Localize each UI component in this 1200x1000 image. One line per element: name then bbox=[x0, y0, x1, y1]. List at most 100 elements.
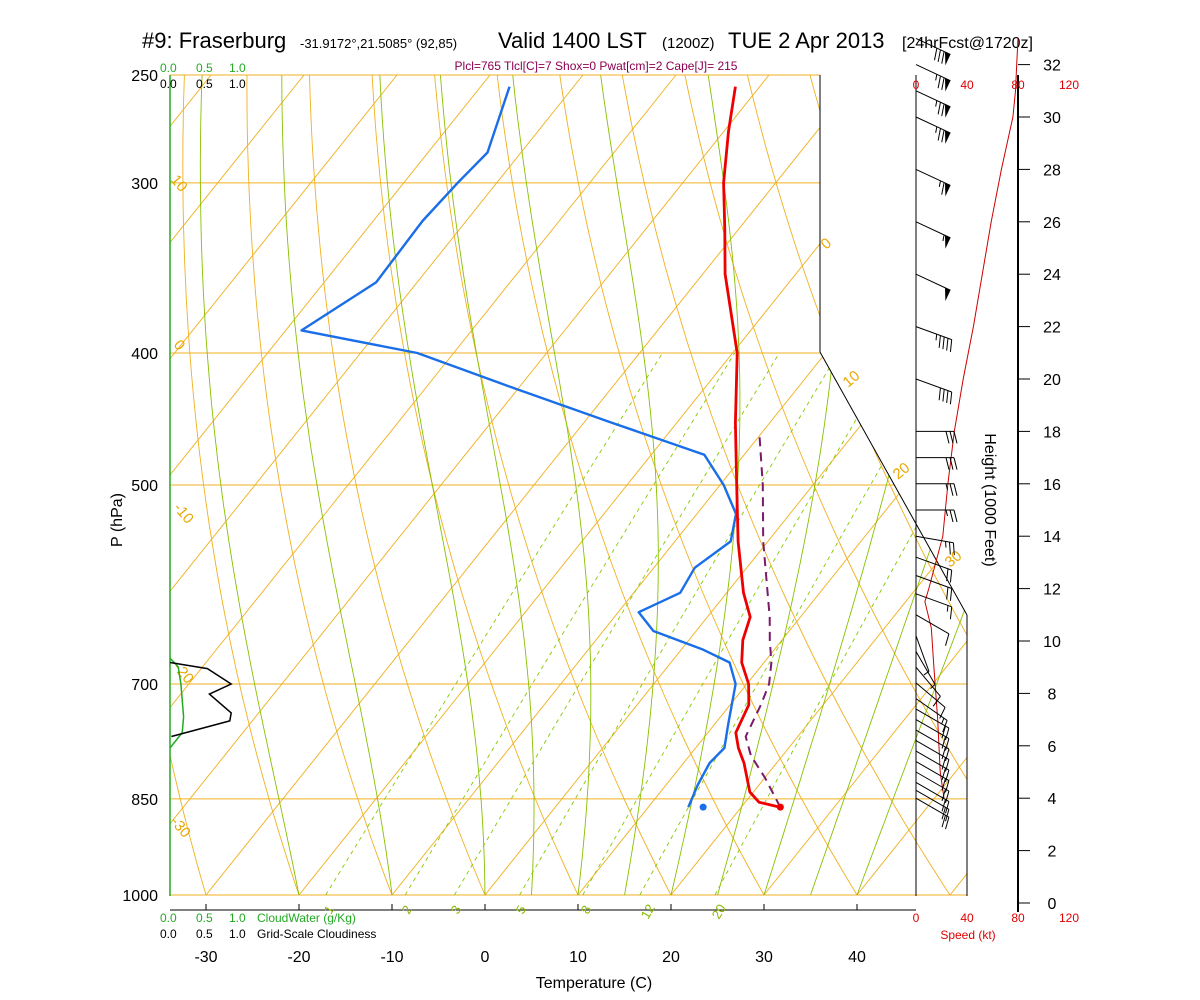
wind-barb-feather bbox=[941, 807, 946, 820]
wind-barb-feather bbox=[949, 606, 953, 620]
wind-barb-feather bbox=[941, 736, 946, 749]
dry-adiabat bbox=[496, 75, 765, 896]
temperature-curve bbox=[722, 86, 781, 809]
temperature-tick-label: -30 bbox=[194, 949, 217, 966]
wind-barb-feather bbox=[945, 790, 950, 804]
mixing-ratio-label: 5 bbox=[513, 903, 530, 917]
dry-adiabat bbox=[998, 75, 1200, 895]
height-tick-label: 18 bbox=[1043, 424, 1061, 441]
height-axis-label: Height (1000 Feet) bbox=[981, 433, 998, 566]
cloud-water-tick: 0.5 bbox=[196, 911, 213, 925]
wind-barb-feather bbox=[946, 338, 949, 351]
wind-barb-feather bbox=[945, 769, 950, 783]
temperature-tick-label: -20 bbox=[287, 949, 310, 966]
wind-barb-feather bbox=[941, 778, 946, 791]
mixing-ratio-label: 8 bbox=[578, 903, 595, 917]
speed-tick: 40 bbox=[960, 78, 974, 92]
dry-adiabat bbox=[434, 75, 672, 896]
wind-barb-feather bbox=[945, 801, 950, 814]
moist-adiabat bbox=[379, 75, 486, 896]
cloud-water-tick: 1.0 bbox=[229, 911, 246, 925]
dry-adiabat bbox=[559, 75, 858, 896]
surface-dewpoint-marker bbox=[699, 803, 707, 811]
cloud-water-tick: 1.0 bbox=[229, 61, 246, 75]
wind-barb bbox=[915, 326, 953, 352]
moist-adiabat bbox=[600, 75, 659, 896]
isotherm-label: 10 bbox=[840, 367, 864, 391]
wind-barb bbox=[915, 575, 953, 601]
dry-adiabat bbox=[246, 75, 393, 896]
temperature-axis: -30 -20 -10 0 10 20 30 40 bbox=[194, 904, 866, 966]
wind-barb-staff bbox=[915, 326, 952, 341]
wind-barb bbox=[915, 64, 951, 92]
height-tick-label: 14 bbox=[1043, 529, 1061, 546]
isotherm bbox=[170, 75, 305, 896]
speed-tick: 80 bbox=[1011, 911, 1025, 925]
isotherm-label: 0 bbox=[170, 337, 188, 354]
isotherm bbox=[763, 75, 967, 896]
wind-barb-feather bbox=[937, 75, 941, 89]
wind-barb-staff bbox=[915, 116, 951, 134]
dewpoint-curve bbox=[300, 86, 738, 808]
cloud-water-tick: 0.0 bbox=[160, 61, 177, 75]
wind-barb-half-feather bbox=[923, 671, 930, 676]
moist-adiabat bbox=[856, 75, 967, 896]
speed-tick: 120 bbox=[1059, 911, 1079, 925]
wind-barb-feather bbox=[945, 738, 950, 751]
wind-barb bbox=[915, 90, 951, 118]
wind-barb-feather bbox=[953, 457, 958, 470]
height-tick-label: 6 bbox=[1048, 739, 1057, 756]
station-title: #9: Fraserburg bbox=[142, 28, 286, 53]
speed-tick: 0 bbox=[913, 78, 920, 92]
mixing-ratio-labels: 1 2 3 5 8 12 20 bbox=[321, 901, 729, 921]
wind-barb-staff bbox=[915, 719, 950, 740]
height-tick-label: 12 bbox=[1043, 582, 1061, 599]
wind-barb-feather bbox=[937, 49, 941, 63]
chart-title: #9: Fraserburg -31.9172°,21.5085° (92,85… bbox=[142, 28, 1033, 53]
wind-barb-feather bbox=[941, 767, 946, 781]
wind-barb-feather bbox=[941, 746, 946, 760]
height-tick-label: 24 bbox=[1043, 267, 1061, 284]
speed-tick: 80 bbox=[1011, 78, 1025, 92]
wind-barb-half-feather bbox=[938, 180, 941, 187]
wind-barb-feather bbox=[946, 587, 949, 600]
speed-tick: 0 bbox=[913, 911, 920, 925]
wind-barb-flag bbox=[945, 287, 951, 302]
wind-barb bbox=[916, 457, 958, 470]
surface-temp-marker bbox=[776, 803, 784, 811]
height-tick-label: 22 bbox=[1043, 320, 1061, 337]
mixing-ratio-line bbox=[639, 352, 947, 896]
dry-adiabat bbox=[746, 75, 967, 896]
isotherm-label: -10 bbox=[170, 500, 197, 528]
wind-barb-feather bbox=[952, 542, 955, 556]
wind-barb bbox=[915, 593, 953, 620]
mixing-ratio-line bbox=[519, 352, 839, 896]
isotherm bbox=[170, 75, 677, 896]
wind-barb-feather bbox=[941, 103, 945, 117]
temperature-tick-label: 30 bbox=[755, 949, 773, 966]
height-tick-label: 16 bbox=[1043, 477, 1061, 494]
mixing-ratio-label: 2 bbox=[399, 903, 416, 917]
dry-adiabat bbox=[309, 75, 486, 896]
height-tick-label: 32 bbox=[1043, 58, 1061, 75]
mixing-ratio-label: 20 bbox=[709, 901, 729, 921]
wind-barb-feather bbox=[942, 389, 945, 402]
height-tick-label: 28 bbox=[1043, 162, 1061, 179]
wind-barb bbox=[915, 556, 953, 583]
wind-barb-feather bbox=[945, 727, 950, 741]
cloudiness-curve bbox=[170, 661, 233, 738]
wind-barb-staff bbox=[915, 782, 950, 802]
wind-barb-feather bbox=[949, 339, 953, 352]
cloudiness-tick: 0.0 bbox=[160, 77, 177, 91]
wind-barb-feather bbox=[953, 509, 958, 523]
wind-barb-feather bbox=[941, 77, 945, 90]
wind-barb bbox=[915, 221, 951, 249]
utc-time: (1200Z) bbox=[662, 35, 715, 52]
isotherm bbox=[0, 75, 118, 895]
wind-barb bbox=[915, 651, 936, 690]
mixing-ratio-label: 12 bbox=[638, 901, 658, 921]
wind-barb-staff bbox=[915, 64, 951, 82]
wind-barb-feather bbox=[949, 457, 954, 470]
wind-barb-half-feather bbox=[946, 605, 949, 612]
isotherm bbox=[170, 75, 491, 896]
